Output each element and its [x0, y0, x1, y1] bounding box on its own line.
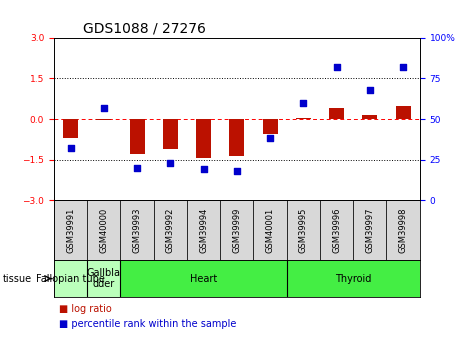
Text: GSM39991: GSM39991 — [66, 208, 75, 253]
Text: GSM39992: GSM39992 — [166, 208, 175, 253]
Point — [166, 160, 174, 166]
Text: GSM39996: GSM39996 — [332, 208, 341, 253]
Text: GSM39997: GSM39997 — [365, 208, 374, 253]
Bar — [363, 115, 378, 119]
Bar — [386, 200, 420, 260]
Text: GSM39993: GSM39993 — [133, 208, 142, 253]
Bar — [220, 200, 253, 260]
Bar — [87, 260, 121, 297]
Point — [266, 136, 274, 141]
Text: Fallopian tube: Fallopian tube — [36, 274, 105, 284]
Bar — [296, 118, 311, 119]
Bar — [287, 260, 420, 297]
Text: GDS1088 / 27276: GDS1088 / 27276 — [83, 21, 206, 36]
Bar — [87, 200, 121, 260]
Bar — [54, 200, 87, 260]
Point — [133, 165, 141, 170]
Bar — [187, 200, 220, 260]
Point — [333, 65, 340, 70]
Text: GSM40000: GSM40000 — [99, 208, 108, 253]
Bar — [163, 119, 178, 149]
Bar — [396, 106, 410, 119]
Point — [233, 168, 241, 174]
Text: ■ log ratio: ■ log ratio — [59, 304, 111, 314]
Bar — [196, 119, 211, 158]
Bar — [96, 119, 111, 120]
Text: Gallbla
dder: Gallbla dder — [87, 268, 121, 289]
Bar — [129, 119, 144, 154]
Bar — [353, 200, 386, 260]
Point — [300, 100, 307, 106]
Bar — [154, 200, 187, 260]
Text: ■ percentile rank within the sample: ■ percentile rank within the sample — [59, 319, 236, 329]
Point — [100, 105, 107, 110]
Bar — [229, 119, 244, 156]
Bar — [121, 260, 287, 297]
Bar — [287, 200, 320, 260]
Bar — [329, 108, 344, 119]
Bar — [320, 200, 353, 260]
Text: Thyroid: Thyroid — [335, 274, 371, 284]
Bar — [263, 119, 278, 134]
Text: GSM40001: GSM40001 — [265, 208, 275, 253]
Bar — [63, 119, 78, 138]
Point — [67, 146, 74, 151]
Text: GSM39999: GSM39999 — [232, 208, 242, 253]
Text: tissue: tissue — [2, 274, 31, 284]
Point — [400, 65, 407, 70]
Text: GSM39994: GSM39994 — [199, 208, 208, 253]
Bar — [253, 200, 287, 260]
Bar — [54, 260, 87, 297]
Point — [200, 167, 207, 172]
Text: GSM39998: GSM39998 — [399, 208, 408, 253]
Bar — [121, 200, 154, 260]
Text: Heart: Heart — [190, 274, 217, 284]
Text: GSM39995: GSM39995 — [299, 208, 308, 253]
Point — [366, 87, 374, 92]
